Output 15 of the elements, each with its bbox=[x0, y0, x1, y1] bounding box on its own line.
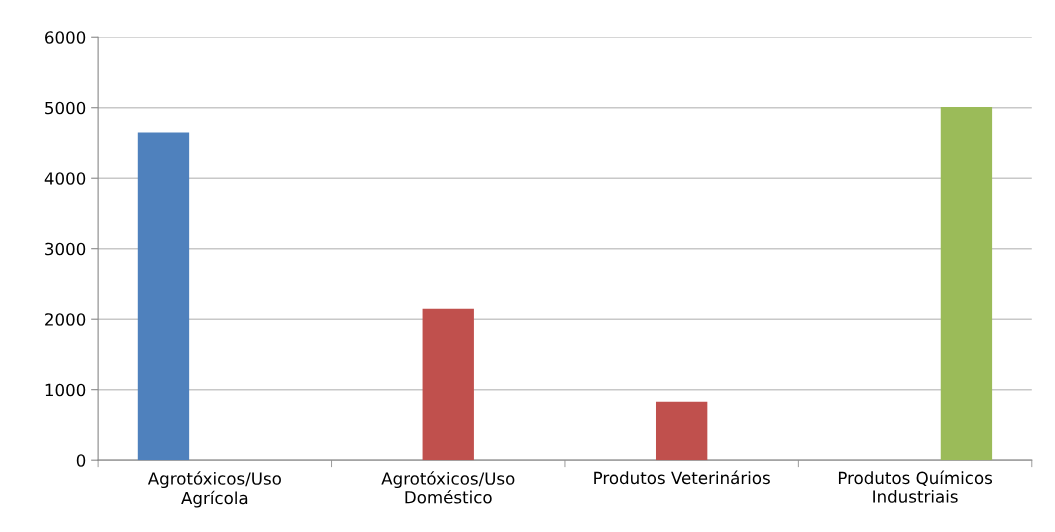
x-tick-label: Agrotóxicos/Uso Agrícola bbox=[147, 471, 281, 508]
y-tick-label: 3000 bbox=[45, 242, 86, 256]
bar bbox=[422, 308, 474, 461]
y-tick-label: 0 bbox=[76, 454, 86, 467]
x-tick-label: Agrotóxicos/Uso Doméstico bbox=[381, 471, 515, 504]
y-tick-label: 1000 bbox=[45, 383, 86, 397]
y-tick-label: 2000 bbox=[45, 313, 86, 326]
y-tick-label: 6000 bbox=[45, 31, 86, 44]
bar bbox=[655, 401, 708, 461]
x-tick-label: Produtos Químicos Industriais bbox=[838, 470, 993, 503]
bar bbox=[137, 132, 190, 461]
y-tick-label: 5000 bbox=[45, 101, 86, 115]
x-tick-label: Produtos Veterinários bbox=[594, 470, 770, 485]
y-tick-label: 4000 bbox=[44, 172, 86, 185]
bar bbox=[940, 107, 993, 461]
